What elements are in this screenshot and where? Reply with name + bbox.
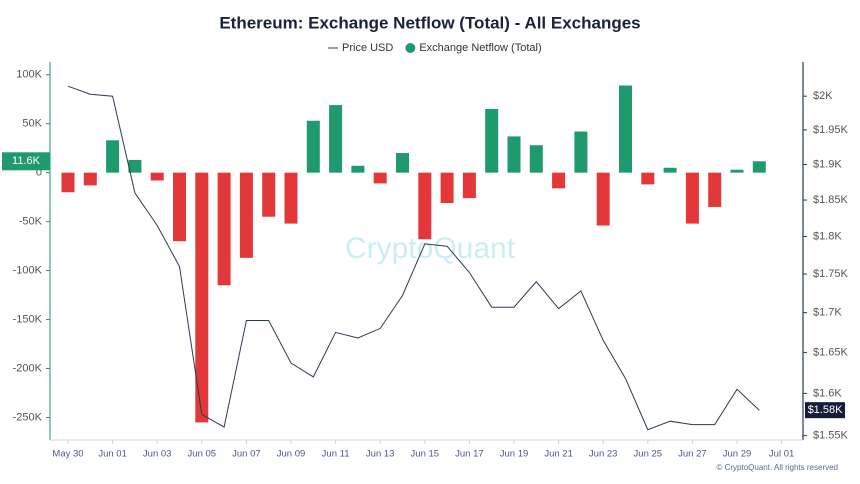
bar [641, 172, 655, 185]
bar [351, 165, 365, 173]
y2-tick-label: $1.75K [813, 268, 849, 280]
x-tick-label: Jun 17 [455, 449, 484, 460]
y2-tick-label: $1.85K [813, 194, 849, 206]
y-tick-label: 0 [36, 167, 42, 179]
bar [329, 105, 343, 173]
bar [173, 172, 186, 242]
bar [619, 85, 632, 173]
bar [128, 159, 142, 173]
x-tick-label: Jul 01 [769, 449, 794, 460]
x-tick-label: Jun 27 [678, 449, 707, 460]
bar [306, 120, 320, 173]
netflow-badge-label: 11.6K [12, 155, 41, 167]
x-tick-label: Jun 23 [589, 449, 618, 460]
bar [284, 172, 298, 224]
bar [106, 140, 120, 173]
price-badge-label: $1.58K [808, 404, 844, 416]
legend-label: Price USD [342, 42, 393, 54]
y-tick-label: 100K [16, 69, 42, 81]
y2-tick-label: $1.65K [813, 346, 849, 358]
y-tick-label: -50K [19, 216, 43, 228]
bar [83, 172, 97, 186]
x-tick-label: Jun 07 [232, 449, 261, 460]
x-tick-label: Jun 25 [634, 449, 663, 460]
y2-tick-label: $1.8K [813, 230, 842, 242]
bar [752, 161, 766, 173]
bar [373, 172, 387, 184]
x-tick-label: Jun 19 [500, 449, 529, 460]
legend-label: Exchange Netflow (Total) [419, 42, 541, 54]
x-tick-label: Jun 29 [723, 449, 752, 460]
x-tick-label: Jun 21 [544, 449, 573, 460]
netflow-badge [2, 152, 50, 171]
y2-tick-label: $1.55K [813, 430, 849, 442]
bar [418, 172, 432, 240]
y-tick-label: -250K [13, 411, 43, 423]
bar [574, 131, 588, 173]
x-tick-label: Jun 09 [277, 449, 306, 460]
bar [708, 172, 722, 207]
bar [262, 172, 276, 217]
x-tick-label: Jun 05 [188, 449, 217, 460]
bar [150, 172, 164, 181]
copyright: © CryptoQuant. All rights reserved [717, 463, 839, 472]
bar [217, 172, 231, 286]
y2-tick-label: $2K [813, 90, 833, 102]
y2-tick-label: $1.6K [813, 387, 842, 399]
price-badge [805, 402, 845, 419]
bar [195, 172, 209, 423]
bar [485, 109, 499, 173]
y2-tick-label: $1.7K [813, 307, 842, 319]
y-tick-label: 50K [22, 118, 42, 130]
bar [507, 136, 521, 173]
x-tick-label: Jun 13 [366, 449, 395, 460]
bar [730, 169, 744, 173]
bar [239, 172, 253, 258]
legend-dot [405, 43, 416, 53]
bar [663, 167, 677, 173]
chart-title: Ethereum: Exchange Netflow (Total) - All… [219, 13, 640, 32]
bar [529, 145, 543, 173]
x-tick-label: Jun 11 [322, 449, 350, 460]
x-tick-label: Jun 15 [411, 449, 440, 460]
price-line [67, 85, 760, 431]
x-tick-label: Jun 01 [98, 449, 127, 460]
bar [596, 172, 610, 226]
y2-tick-label: $1.95K [813, 124, 849, 136]
x-tick-label: Jun 03 [143, 449, 172, 460]
y-tick-label: -200K [13, 362, 43, 374]
bar [462, 172, 476, 199]
y2-tick-label: $1.9K [813, 158, 842, 170]
y-tick-label: -150K [13, 313, 43, 325]
x-tick-label: May 30 [52, 449, 83, 460]
bar [440, 172, 454, 204]
bar [61, 172, 75, 193]
bar [552, 172, 566, 189]
bar [685, 172, 699, 224]
y-tick-label: -100K [13, 264, 43, 276]
bar [396, 153, 409, 173]
